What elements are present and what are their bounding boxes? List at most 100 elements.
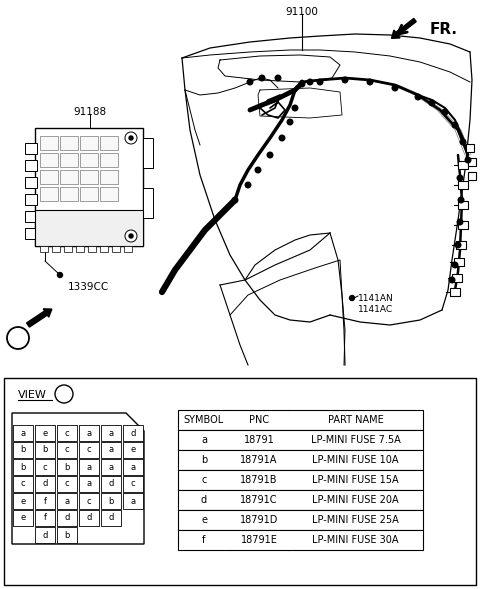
Text: 18791B: 18791B (240, 475, 278, 485)
Bar (143, 138, 153, 168)
Bar (468, 172, 476, 180)
Bar (468, 158, 476, 166)
Text: a: a (131, 497, 135, 505)
Bar (35, 510, 55, 526)
Bar (64, 246, 72, 252)
Text: a: a (201, 435, 207, 445)
Text: c: c (131, 479, 135, 488)
Bar (13, 476, 33, 492)
Text: LP-MINI FUSE 20A: LP-MINI FUSE 20A (312, 495, 399, 505)
Bar (40, 170, 58, 184)
Text: 1141AC: 1141AC (358, 305, 393, 314)
Circle shape (292, 105, 298, 111)
Bar (40, 136, 58, 150)
Text: b: b (201, 455, 207, 465)
Text: e: e (131, 445, 136, 455)
Bar (35, 442, 55, 458)
Text: b: b (64, 531, 70, 540)
Bar (60, 153, 78, 167)
Bar (178, 530, 423, 550)
Text: SYMBOL: SYMBOL (184, 415, 224, 425)
Text: f: f (44, 497, 47, 505)
Circle shape (429, 100, 435, 106)
Bar (101, 459, 121, 475)
Text: 18791E: 18791E (240, 535, 277, 545)
Bar (456, 241, 466, 249)
Bar (57, 510, 77, 526)
Bar (123, 459, 143, 475)
Text: A: A (60, 389, 68, 399)
Bar (13, 493, 33, 509)
Bar (123, 425, 143, 441)
Bar (458, 181, 468, 189)
Bar (80, 153, 98, 167)
Circle shape (460, 139, 466, 145)
Text: d: d (108, 514, 114, 522)
Text: e: e (20, 497, 25, 505)
Text: A: A (14, 333, 22, 343)
Circle shape (129, 234, 133, 238)
Text: f: f (202, 535, 206, 545)
Text: f: f (44, 514, 47, 522)
Text: b: b (20, 462, 26, 472)
Text: c: c (21, 479, 25, 488)
Text: b: b (42, 445, 48, 455)
Text: PART NAME: PART NAME (328, 415, 384, 425)
Bar (25, 143, 37, 154)
Text: d: d (108, 479, 114, 488)
Text: d: d (86, 514, 92, 522)
Bar (79, 459, 99, 475)
Circle shape (259, 75, 265, 81)
Circle shape (367, 79, 373, 85)
Text: LP-MINI FUSE 30A: LP-MINI FUSE 30A (312, 535, 399, 545)
Bar (178, 430, 423, 450)
Bar (35, 476, 55, 492)
Circle shape (349, 296, 355, 300)
Text: b: b (64, 462, 70, 472)
Text: 18791: 18791 (244, 435, 275, 445)
Circle shape (458, 197, 464, 203)
Bar (25, 211, 37, 222)
Text: d: d (130, 429, 136, 438)
Text: d: d (201, 495, 207, 505)
Circle shape (255, 167, 261, 173)
Circle shape (125, 132, 137, 144)
Bar (57, 442, 77, 458)
Text: b: b (108, 497, 114, 505)
Text: 1339CC: 1339CC (68, 282, 109, 292)
Text: c: c (87, 445, 91, 455)
Bar (100, 136, 118, 150)
Bar (178, 490, 423, 510)
Circle shape (449, 277, 455, 283)
Circle shape (307, 79, 313, 85)
Bar (35, 493, 55, 509)
Bar (35, 210, 143, 246)
Bar (60, 136, 78, 150)
Text: 18791D: 18791D (240, 515, 278, 525)
Text: VIEW: VIEW (18, 390, 47, 400)
Bar (124, 246, 132, 252)
Bar (60, 170, 78, 184)
Circle shape (317, 79, 323, 85)
Bar (4, 378, 476, 585)
Text: e: e (201, 515, 207, 525)
Bar (40, 187, 58, 201)
Bar (60, 187, 78, 201)
Text: PNC: PNC (249, 415, 269, 425)
Bar (57, 527, 77, 543)
Text: d: d (42, 531, 48, 540)
Bar (458, 161, 468, 169)
Bar (80, 187, 98, 201)
Bar (458, 221, 468, 229)
Circle shape (7, 327, 29, 349)
Circle shape (299, 81, 305, 87)
Text: a: a (86, 462, 92, 472)
Circle shape (55, 385, 73, 403)
Bar (458, 201, 468, 209)
Bar (100, 153, 118, 167)
Circle shape (129, 136, 133, 140)
Bar (25, 177, 37, 188)
Text: LP-MINI FUSE 25A: LP-MINI FUSE 25A (312, 515, 399, 525)
FancyArrow shape (26, 309, 52, 327)
Text: c: c (65, 429, 69, 438)
